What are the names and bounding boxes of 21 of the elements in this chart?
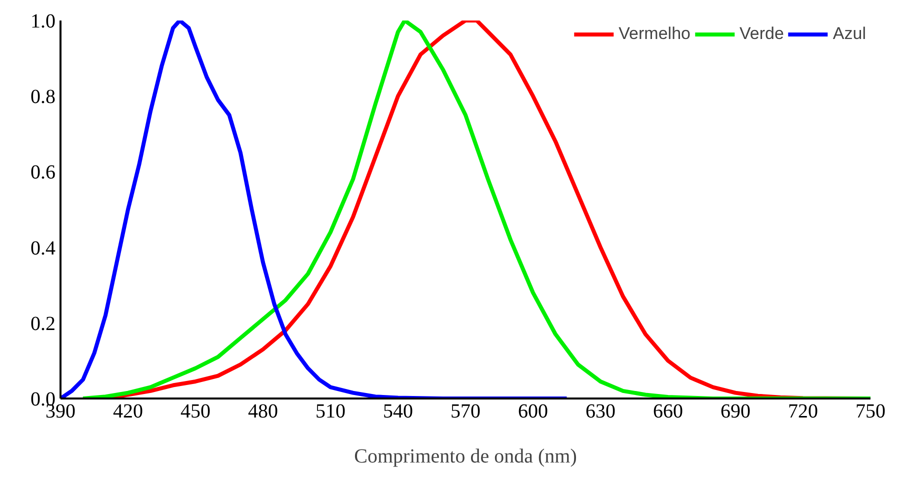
x-tick-label: 600	[518, 400, 548, 422]
x-tick-label: 720	[788, 400, 818, 422]
y-tick-label: 0.8	[30, 86, 56, 108]
y-tick-label: 0.2	[30, 312, 56, 335]
legend-label: Azul	[832, 24, 866, 44]
x-tick-label: 630	[586, 400, 616, 422]
legend-label: Verde	[739, 24, 784, 44]
y-tick-label: 0.6	[30, 162, 56, 184]
x-tick-label: 570	[450, 400, 480, 422]
legend-label: Vermelho	[618, 24, 690, 44]
x-tick-label: 690	[720, 400, 750, 422]
x-tick-label: 420	[113, 400, 143, 422]
x-axis-title: Comprimento de onda (nm)	[354, 446, 577, 468]
y-tick-label: 1.0	[30, 10, 56, 32]
x-tick-label: 750	[856, 400, 886, 422]
y-tick-label: 0.4	[30, 237, 56, 260]
x-tick-label: 450	[180, 400, 210, 422]
x-tick-label: 510	[316, 400, 346, 422]
x-tick-label: 660	[653, 400, 683, 422]
x-tick-label: 540	[383, 400, 413, 422]
x-tick-label: 480	[248, 400, 278, 422]
